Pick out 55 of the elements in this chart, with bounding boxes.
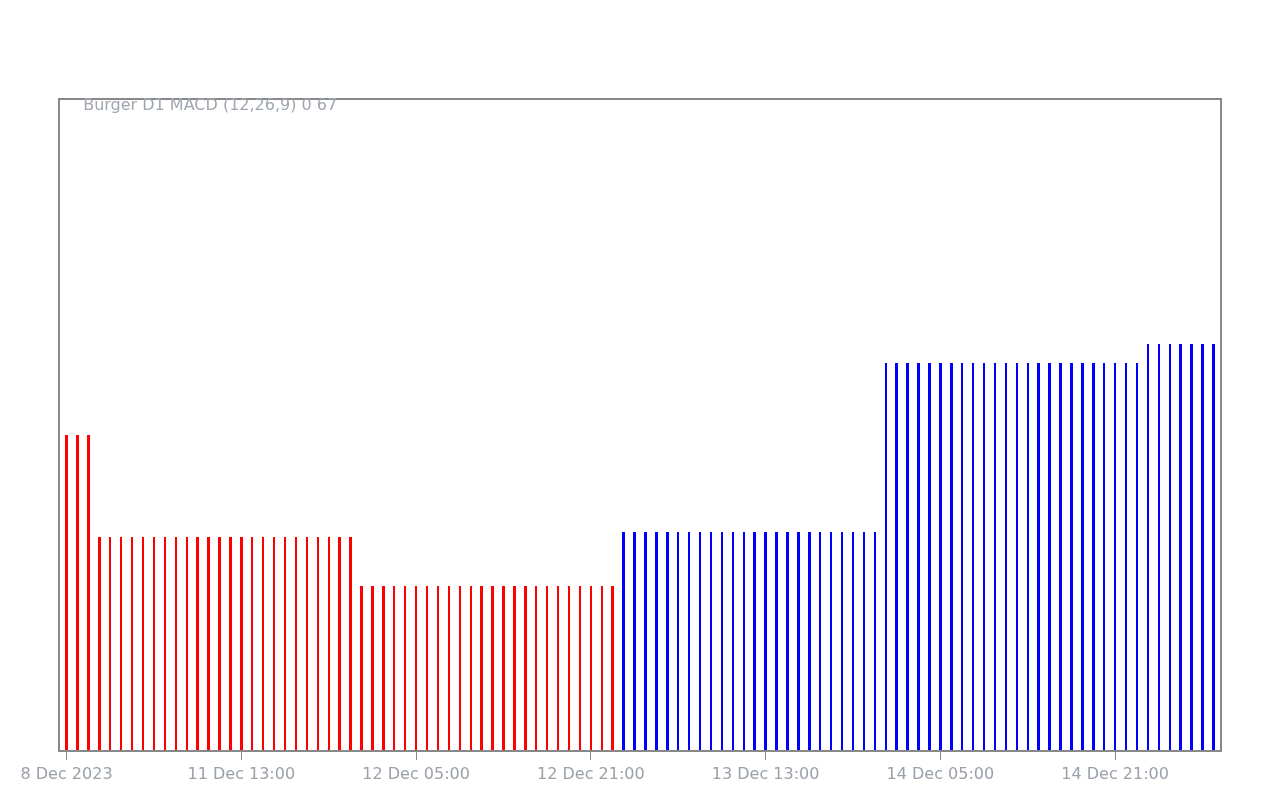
bar [764, 532, 767, 750]
bar [808, 532, 811, 750]
bar [349, 537, 352, 750]
bar [480, 585, 483, 750]
x-tick-label: 14 Dec 05:00 [886, 764, 995, 784]
bar [1212, 343, 1215, 750]
x-tick-label: 13 Dec 13:00 [711, 764, 820, 784]
x-tick-label: 11 Dec 13:00 [187, 764, 296, 784]
bar [360, 585, 363, 750]
bar [371, 585, 374, 750]
bar [906, 363, 909, 750]
x-tick-label: 12 Dec 21:00 [537, 764, 645, 784]
bar [1059, 363, 1062, 750]
bar [786, 532, 789, 750]
bar [1048, 363, 1051, 750]
bar [753, 532, 756, 750]
bar [917, 363, 920, 750]
bar [65, 434, 68, 750]
bar [797, 532, 800, 750]
bar [1179, 343, 1182, 750]
bar [524, 585, 527, 750]
bar [502, 585, 505, 750]
bar [1092, 363, 1095, 750]
bar [229, 537, 232, 750]
bar [1201, 343, 1204, 750]
bar [98, 537, 101, 750]
bar [939, 363, 942, 750]
bar [240, 537, 243, 750]
bar [87, 434, 90, 750]
bar [1037, 363, 1040, 750]
bar [666, 532, 669, 750]
bar [491, 585, 494, 750]
bar [338, 537, 341, 750]
bar [1070, 363, 1073, 750]
bar [950, 363, 953, 750]
bar [611, 585, 614, 750]
x-tick-label: 8 Dec 2023 [20, 764, 113, 784]
bar [382, 585, 385, 750]
bar [76, 434, 79, 750]
bar [1190, 343, 1193, 750]
bar [644, 532, 647, 750]
x-tick-label: 12 Dec 05:00 [362, 764, 470, 784]
x-tick-label: 14 Dec 21:00 [1061, 764, 1169, 784]
bar [895, 363, 898, 750]
bar [218, 537, 221, 750]
bar [655, 532, 658, 750]
bar [633, 532, 636, 750]
chart-title: Burger D1 MACD (12,26,9) 0 67 [83, 95, 338, 115]
bar [775, 532, 778, 750]
bar [1081, 363, 1084, 750]
bar [928, 363, 931, 750]
bar [207, 537, 210, 750]
bar [513, 585, 516, 750]
bar [196, 537, 199, 750]
bar [622, 532, 625, 750]
